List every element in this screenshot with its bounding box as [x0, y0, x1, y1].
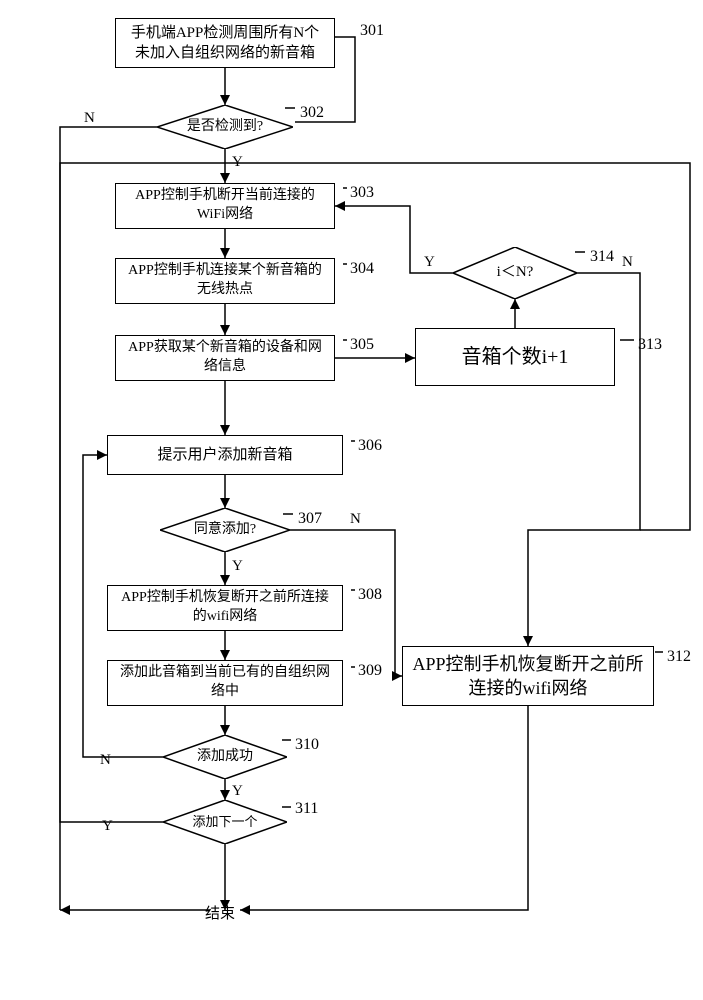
flow-process-n312: APP控制手机恢复断开之前所连接的wifi网络 [402, 646, 654, 706]
node-text: APP控制手机连接某个新音箱的无线热点 [124, 262, 326, 300]
step-number-314: 314 [590, 248, 614, 266]
flow-process-n313: 音箱个数i+1 [415, 328, 615, 386]
node-text: 提示用户添加新音箱 [157, 445, 292, 465]
edge-label-l302N: N [84, 110, 95, 127]
flow-process-n306: 提示用户添加新音箱 [107, 435, 343, 475]
flow-process-n308: APP控制手机恢复断开之前所连接的wifi网络 [107, 585, 343, 631]
flow-decision-d314: i＜N? [453, 247, 577, 299]
node-text: APP控制手机断开当前连接的WiFi网络 [124, 187, 326, 225]
edge-label-l307Y: Y [232, 558, 243, 575]
flow-decision-d310: 添加成功 [163, 735, 287, 779]
step-number-303: 303 [350, 184, 374, 202]
node-text: APP控制手机恢复断开之前所连接的wifi网络 [116, 589, 334, 627]
node-text: 添加下一个 [192, 815, 257, 830]
node-text: 同意添加? [194, 522, 256, 538]
step-number-305: 305 [350, 336, 374, 354]
flow-decision-d311: 添加下一个 [163, 800, 287, 844]
node-text: 音箱个数i+1 [462, 344, 569, 371]
edge-label-l307N: N [350, 511, 361, 528]
step-number-301: 301 [360, 22, 384, 40]
flow-terminator-end: 结束 [205, 902, 235, 923]
flow-decision-d302: 是否检测到? [157, 105, 293, 149]
edge-label-l314N: N [622, 254, 633, 271]
node-text: i＜N? [497, 264, 534, 281]
step-number-302: 302 [300, 104, 324, 122]
flow-process-n309: 添加此音箱到当前已有的自组织网络中 [107, 660, 343, 706]
step-number-304: 304 [350, 260, 374, 278]
step-number-307: 307 [298, 510, 322, 528]
flow-process-n304: APP控制手机连接某个新音箱的无线热点 [115, 258, 335, 304]
step-number-308: 308 [358, 586, 382, 604]
edge-label-l310N: N [100, 752, 111, 769]
step-number-312: 312 [667, 648, 691, 666]
flow-decision-d307: 同意添加? [160, 508, 290, 552]
edge-label-l314Y: Y [424, 254, 435, 271]
step-number-313: 313 [638, 336, 662, 354]
node-text: APP获取某个新音箱的设备和网络信息 [124, 339, 326, 377]
node-text: 添加成功 [197, 749, 253, 765]
flow-process-n303: APP控制手机断开当前连接的WiFi网络 [115, 183, 335, 229]
node-text: 添加此音箱到当前已有的自组织网络中 [116, 664, 334, 702]
edge-label-l310Y: Y [232, 783, 243, 800]
node-text: 是否检测到? [187, 119, 263, 135]
flow-process-n301: 手机端APP检测周围所有N个未加入自组织网络的新音箱 [115, 18, 335, 68]
node-text: APP控制手机恢复断开之前所连接的wifi网络 [411, 652, 645, 701]
step-number-310: 310 [295, 736, 319, 754]
step-number-306: 306 [358, 437, 382, 455]
step-number-311: 311 [295, 800, 318, 818]
step-number-309: 309 [358, 662, 382, 680]
flow-process-n305: APP获取某个新音箱的设备和网络信息 [115, 335, 335, 381]
node-text: 手机端APP检测周围所有N个未加入自组织网络的新音箱 [124, 23, 326, 64]
edge-label-l311Y: Y [102, 818, 113, 835]
edge-label-l302Y: Y [232, 154, 243, 171]
